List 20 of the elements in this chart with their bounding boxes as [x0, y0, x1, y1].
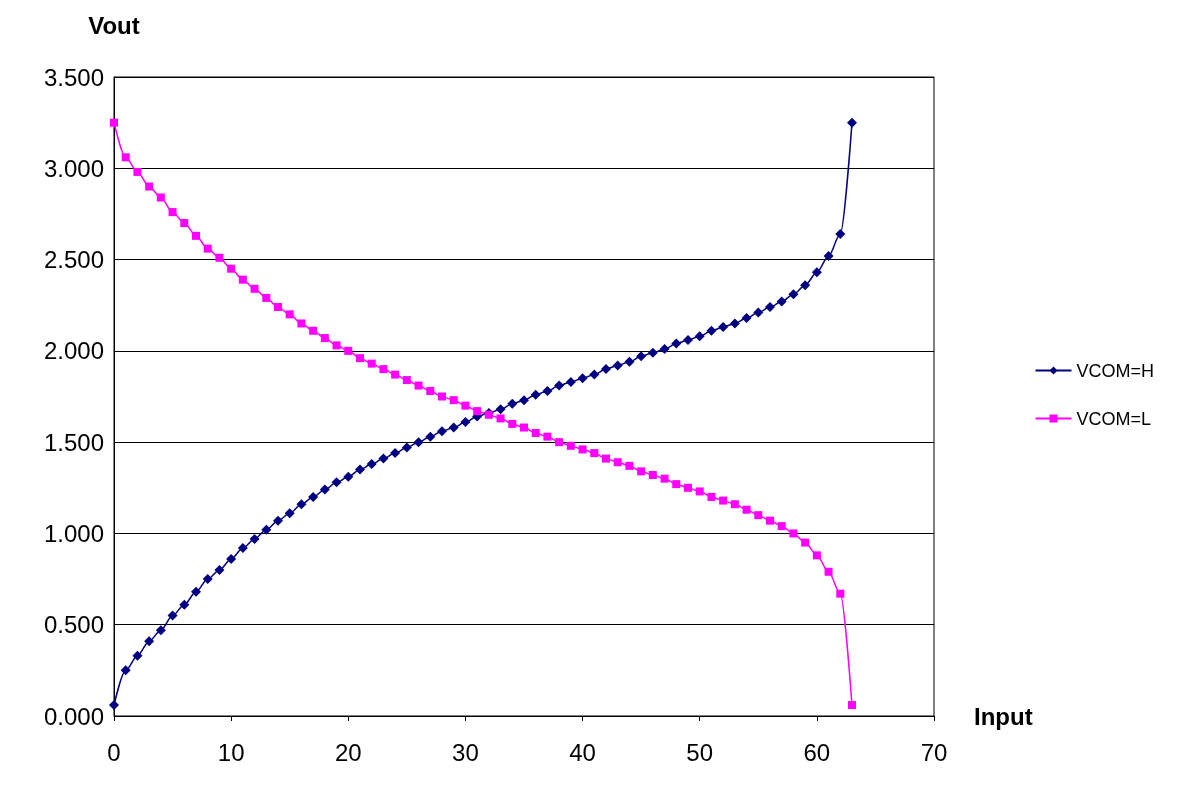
- x-tick-label: 50: [686, 738, 714, 766]
- x-tick-label: 70: [920, 738, 948, 766]
- x-tick-label: 20: [334, 738, 362, 766]
- x-tick-label: 30: [452, 738, 479, 766]
- y-tick-label: 1.000: [43, 519, 104, 547]
- legend-label: VCOM=L: [1076, 408, 1152, 429]
- y-tick-label: 2.000: [43, 337, 104, 365]
- y-axis-title: Vout: [88, 11, 140, 39]
- y-tick-label: 3.000: [43, 154, 104, 182]
- y-tick-label: 2.500: [43, 246, 104, 274]
- y-tick-label: 0.000: [43, 702, 104, 730]
- x-tick-label: 60: [803, 738, 831, 766]
- y-tick-label: 0.500: [43, 611, 104, 639]
- y-tick-label: 3.500: [43, 63, 104, 91]
- y-tick-label: 1.500: [43, 428, 104, 456]
- x-axis-title: Input: [974, 702, 1033, 730]
- legend-label: VCOM=H: [1076, 360, 1154, 381]
- x-tick-label: 40: [569, 738, 596, 766]
- x-tick-label: 10: [217, 738, 245, 766]
- x-tick-label: 0: [107, 738, 121, 766]
